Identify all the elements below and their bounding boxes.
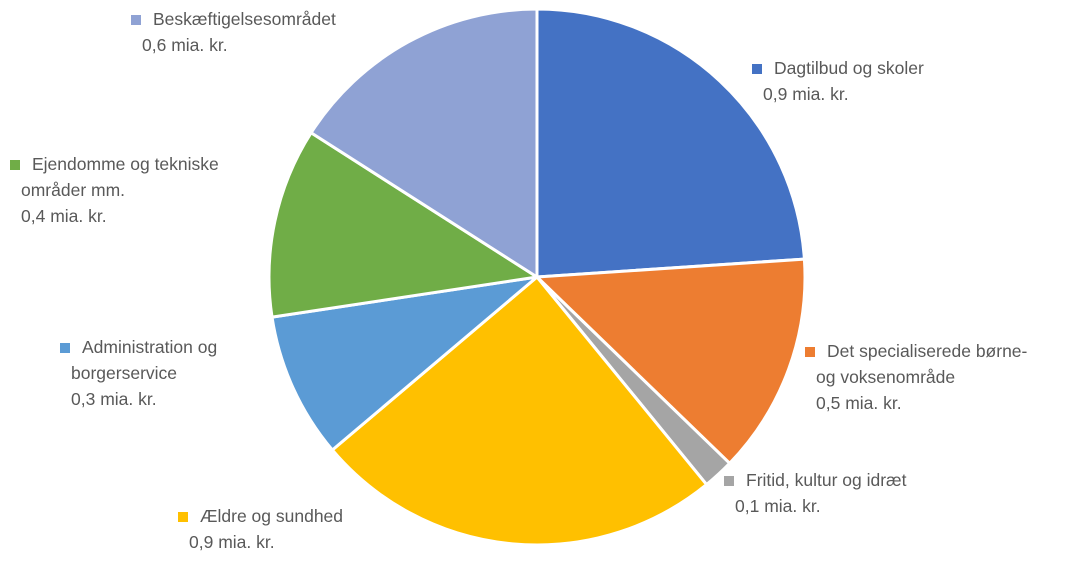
slice-value-label: 0,5 mia. kr.	[816, 393, 902, 413]
slice-label-fritid-kultur-og-idr-t: Fritid, kultur og idræt 0,1 mia. kr.	[724, 470, 907, 516]
slice-value-label: 0,6 mia. kr.	[142, 35, 228, 55]
legend-swatch	[60, 343, 70, 353]
slice-value-label: 0,1 mia. kr.	[735, 496, 821, 516]
slice-label-ldre-og-sundhed: Ældre og sundhed 0,9 mia. kr.	[178, 506, 343, 552]
pie-slices	[267, 7, 807, 547]
slice-name-label: Administration og	[82, 337, 217, 357]
slice-label-dagtilbud-og-skoler: Dagtilbud og skoler 0,9 mia. kr.	[752, 58, 924, 104]
slice-label-det-specialiserede-b-rne: Det specialiserede børne-og voksenområde…	[805, 341, 1028, 413]
pie-slice-dagtilbud-og-skoler	[535, 7, 806, 279]
pie-slice-det-specialiserede-b-rne	[535, 257, 807, 465]
slice-name-label: og voksenområde	[816, 367, 955, 387]
slice-label-ejendomme-og-tekniske: Ejendomme og tekniske områder mm. 0,4 mia.…	[10, 154, 219, 226]
slice-name-label: Fritid, kultur og idræt	[746, 470, 907, 490]
pie-slice-ejendomme-og-tekniske	[267, 131, 539, 319]
slice-name-label: Det specialiserede børne-	[827, 341, 1028, 361]
slice-value-label: 0,4 mia. kr.	[21, 206, 107, 226]
slice-value-label: 0,9 mia. kr.	[189, 532, 275, 552]
slice-label-administration-og: Administration og borgerservice 0,3 mia. k…	[60, 337, 217, 409]
legend-swatch	[724, 476, 734, 486]
slice-value-label: 0,9 mia. kr.	[763, 84, 849, 104]
legend-swatch	[10, 160, 20, 170]
slice-name-label: Beskæftigelsesområdet	[153, 9, 336, 29]
legend-swatch	[178, 512, 188, 522]
slice-name-label: Ejendomme og tekniske	[32, 154, 219, 174]
slice-name-label: borgerservice	[71, 363, 177, 383]
pie-slice-ldre-og-sundhed	[330, 275, 709, 547]
slice-name-label: områder mm.	[21, 180, 125, 200]
slice-labels: Dagtilbud og skoler 0,9 mia. kr. Det speci…	[10, 9, 1028, 552]
legend-swatch	[805, 347, 815, 357]
slice-name-label: Ældre og sundhed	[200, 506, 343, 526]
slice-label-besk-ftigelsesomra-det: Beskæftigelsesområdet 0,6 mia. kr.	[131, 9, 336, 55]
legend-swatch	[131, 15, 141, 25]
pie-slice-besk-ftigelsesomra-det	[309, 7, 539, 279]
slice-name-label: Dagtilbud og skoler	[774, 58, 924, 78]
slice-value-label: 0,3 mia. kr.	[71, 389, 157, 409]
legend-swatch	[752, 64, 762, 74]
pie-slice-administration-og	[270, 275, 539, 452]
